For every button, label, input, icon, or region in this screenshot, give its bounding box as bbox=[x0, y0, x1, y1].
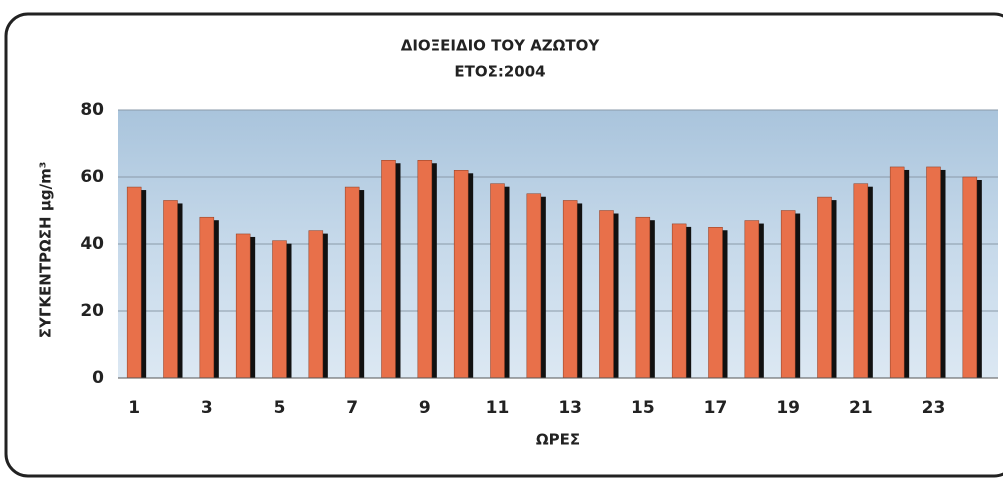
x-tick-label: 23 bbox=[922, 398, 946, 418]
x-tick-label: 21 bbox=[849, 398, 873, 418]
chart: ΔΙΟΞΕΙΔΙΟ ΤΟΥ ΑΖΩΤΟΥ ΕΤΟΣ:2004 ΩΡΕΣ ΣΥΓΚ… bbox=[0, 0, 1003, 480]
bar bbox=[309, 231, 323, 378]
bar bbox=[709, 227, 723, 378]
x-tick-label: 5 bbox=[274, 398, 286, 418]
bar bbox=[927, 167, 941, 378]
x-tick-label: 3 bbox=[201, 398, 213, 418]
bar bbox=[164, 200, 178, 378]
chart-title: ΔΙΟΞΕΙΔΙΟ ΤΟΥ ΑΖΩΤΟΥ bbox=[401, 37, 601, 55]
chart-subtitle: ΕΤΟΣ:2004 bbox=[454, 63, 545, 81]
x-axis-label: ΩΡΕΣ bbox=[536, 431, 580, 449]
x-tick-label: 9 bbox=[419, 398, 431, 418]
y-tick-label: 40 bbox=[80, 234, 104, 254]
bar bbox=[454, 170, 468, 378]
bar bbox=[636, 217, 650, 378]
bar bbox=[200, 217, 214, 378]
bar bbox=[418, 160, 432, 378]
y-tick-label: 0 bbox=[92, 368, 104, 388]
bar bbox=[600, 211, 614, 379]
y-tick-label: 80 bbox=[80, 100, 104, 120]
bar bbox=[236, 234, 250, 378]
bar bbox=[563, 200, 577, 378]
x-tick-label: 1 bbox=[128, 398, 140, 418]
bar bbox=[963, 177, 977, 378]
bar bbox=[382, 160, 396, 378]
y-tick-label: 20 bbox=[80, 301, 104, 321]
x-tick-label: 7 bbox=[346, 398, 358, 418]
bar bbox=[273, 241, 287, 378]
x-tick-label: 19 bbox=[776, 398, 800, 418]
bar bbox=[890, 167, 904, 378]
y-axis-label: ΣΥΓΚΕΝΤΡΩΣΗ μg/m³ bbox=[37, 162, 55, 339]
bar bbox=[672, 224, 686, 378]
bar bbox=[345, 187, 359, 378]
x-tick-label: 11 bbox=[486, 398, 510, 418]
bar bbox=[854, 184, 868, 378]
bar bbox=[818, 197, 832, 378]
bar bbox=[491, 184, 505, 378]
bar bbox=[527, 194, 541, 378]
x-tick-label: 13 bbox=[558, 398, 582, 418]
x-tick-label: 17 bbox=[704, 398, 728, 418]
bar bbox=[781, 211, 795, 379]
y-tick-label: 60 bbox=[80, 167, 104, 187]
bar bbox=[745, 221, 759, 378]
x-tick-label: 15 bbox=[631, 398, 655, 418]
bar bbox=[127, 187, 141, 378]
